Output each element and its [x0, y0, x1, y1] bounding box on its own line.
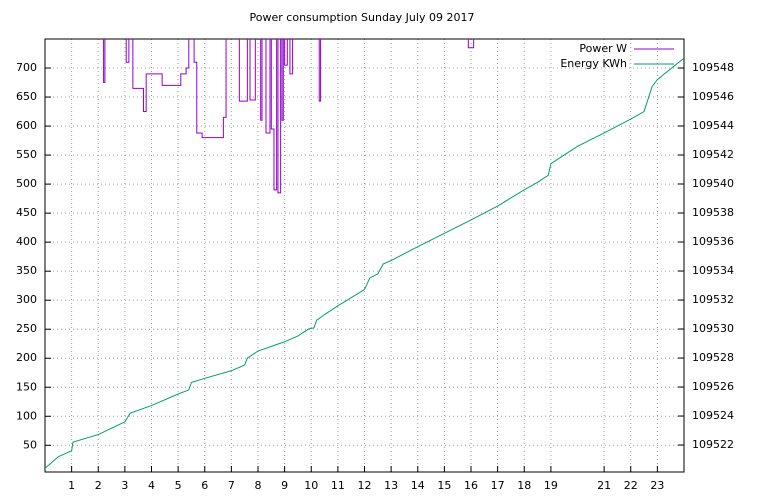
y-tick-label: 500	[16, 177, 37, 190]
y2-tick-label: 109546	[692, 90, 734, 103]
y-tick-label: 450	[16, 206, 37, 219]
y-tick-label: 700	[16, 61, 37, 74]
x-tick-label: 21	[597, 479, 611, 492]
x-tick-label: 10	[304, 479, 318, 492]
x-tick-label: 17	[491, 479, 505, 492]
x-tick-label: 12	[358, 479, 372, 492]
x-tick-label: 23	[650, 479, 664, 492]
x-tick-label: 18	[517, 479, 531, 492]
y-tick-label: 350	[16, 264, 37, 277]
x-tick-label: 22	[624, 479, 638, 492]
y2-tick-label: 109548	[692, 61, 734, 74]
x-tick-label: 9	[281, 479, 288, 492]
x-tick-label: 1	[68, 479, 75, 492]
x-tick-label: 15	[437, 479, 451, 492]
y2-tick-label: 109526	[692, 380, 734, 393]
y-tick-label: 150	[16, 380, 37, 393]
y2-tick-label: 109524	[692, 409, 734, 422]
x-tick-label: 19	[544, 479, 558, 492]
legend-label: Energy KWh	[560, 57, 627, 70]
y-tick-label: 600	[16, 119, 37, 132]
y2-tick-label: 109540	[692, 177, 734, 190]
y2-tick-label: 109536	[692, 235, 734, 248]
x-tick-label: 16	[464, 479, 478, 492]
series-line	[103, 39, 475, 194]
y-tick-label: 300	[16, 293, 37, 306]
y-tick-label: 650	[16, 90, 37, 103]
y-tick-label: 100	[16, 409, 37, 422]
x-tick-label: 13	[384, 479, 398, 492]
x-tick-label: 11	[331, 479, 345, 492]
y2-tick-label: 109538	[692, 206, 734, 219]
x-tick-label: 4	[148, 479, 155, 492]
y-tick-label: 400	[16, 235, 37, 248]
x-tick-label: 5	[175, 479, 182, 492]
x-tick-label: 8	[255, 479, 262, 492]
y-tick-label: 250	[16, 322, 37, 335]
y2-tick-label: 109534	[692, 264, 734, 277]
y-tick-label: 50	[23, 438, 37, 451]
plot-frame	[44, 38, 685, 473]
plot-area	[45, 39, 684, 469]
x-tick-label: 14	[411, 479, 425, 492]
y-tick-label: 200	[16, 351, 37, 364]
y2-tick-label: 109542	[692, 148, 734, 161]
y2-tick-label: 109522	[692, 438, 734, 451]
x-tick-label: 7	[228, 479, 235, 492]
x-tick-label: 6	[201, 479, 208, 492]
x-tick-label: 3	[121, 479, 128, 492]
series-line	[45, 57, 684, 469]
y-tick-label: 550	[16, 148, 37, 161]
chart-title: Power consumption Sunday July 09 2017	[250, 11, 475, 24]
x-tick-label: 2	[95, 479, 102, 492]
y2-tick-label: 109532	[692, 293, 734, 306]
y2-tick-label: 109528	[692, 351, 734, 364]
y2-tick-label: 109544	[692, 119, 734, 132]
legend-label: Power W	[579, 42, 627, 55]
y2-tick-label: 109530	[692, 322, 734, 335]
